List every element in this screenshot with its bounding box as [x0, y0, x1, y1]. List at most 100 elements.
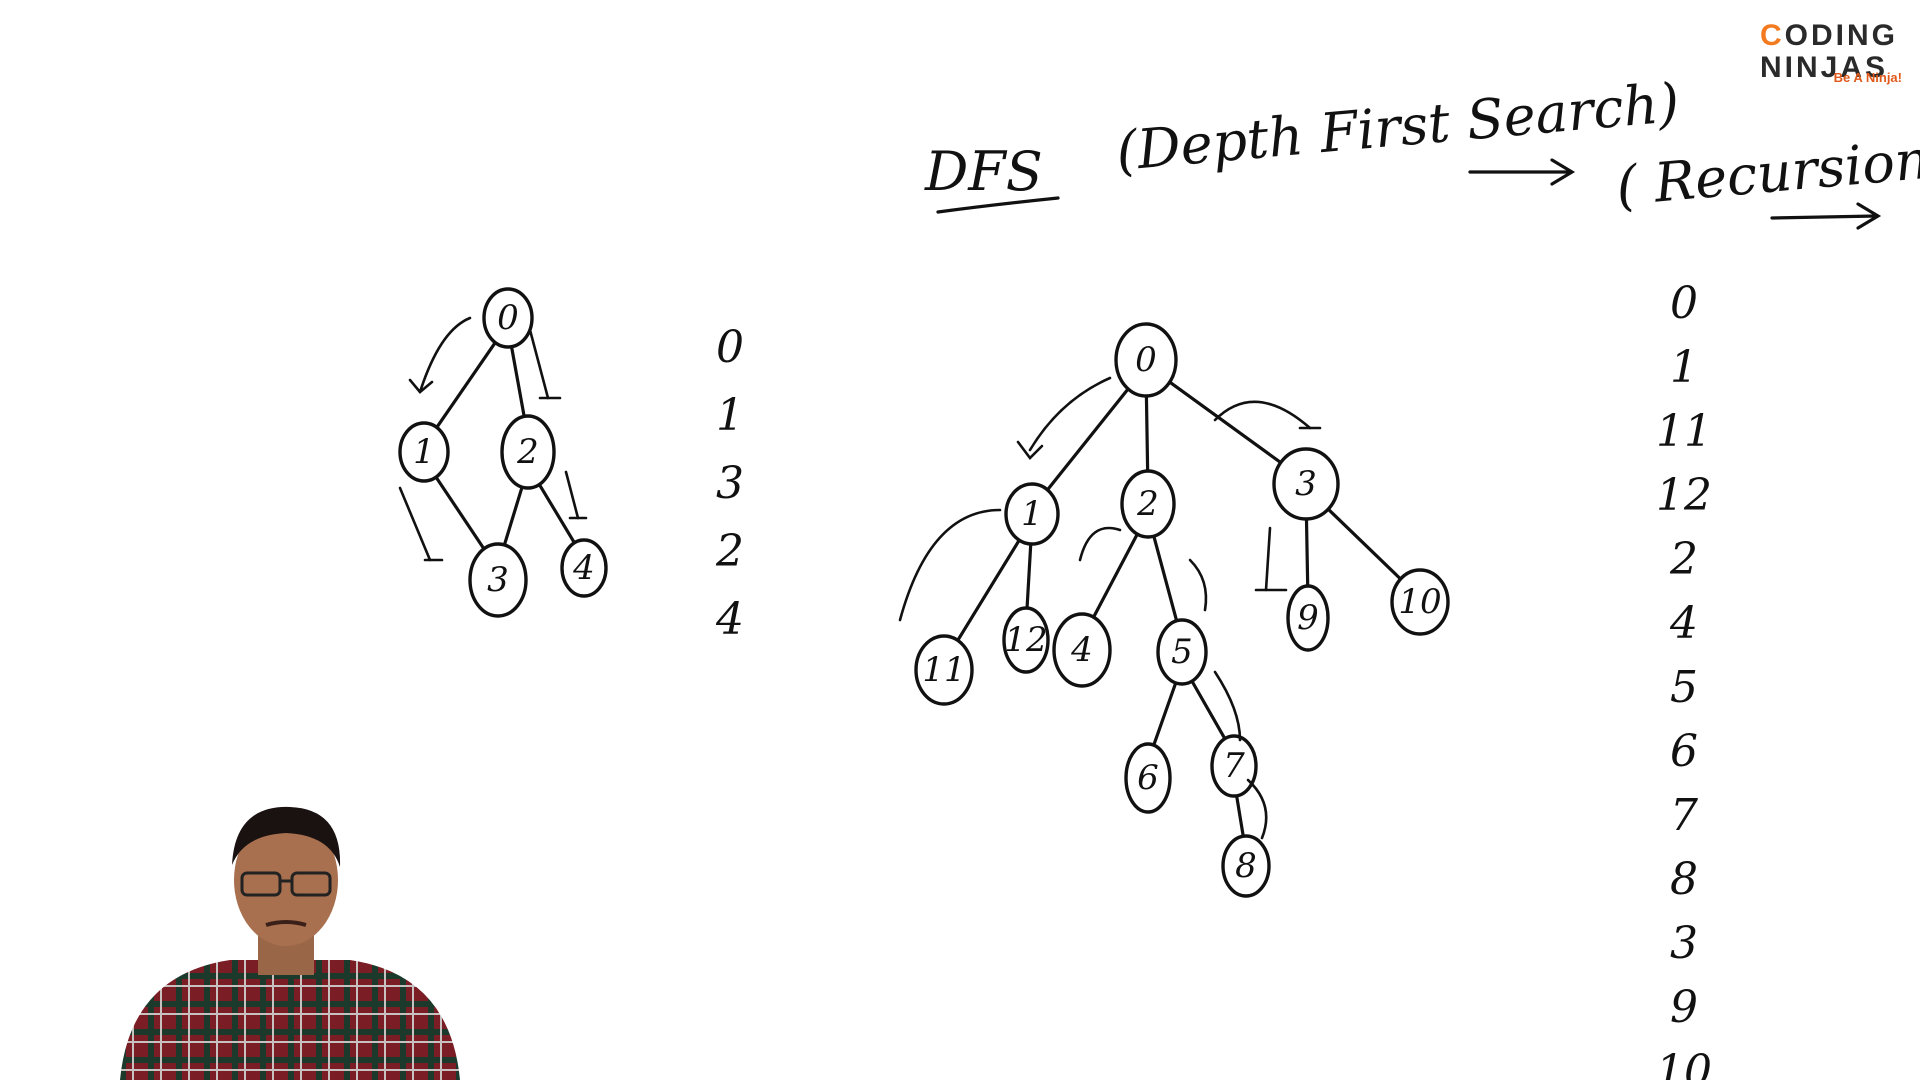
large-node-label: 9 [1297, 598, 1319, 638]
large-node-label: 4 [1070, 630, 1093, 670]
large-order-item: 0 [1670, 278, 1698, 329]
heading-recursion: ( Recursion) [1614, 126, 1920, 218]
large-node-8: 8 [1221, 834, 1271, 898]
large-order-item: 12 [1656, 470, 1712, 521]
large-node-label: 3 [1295, 464, 1317, 504]
small-edge-1-3 [434, 475, 486, 551]
large-node-label: 5 [1171, 632, 1193, 672]
presenter-video-icon [120, 806, 460, 1080]
large-order-item: 6 [1670, 726, 1698, 777]
large-node-10: 10 [1390, 568, 1450, 636]
logo-tagline: Be A Ninja! [1833, 70, 1902, 85]
large-node-label: 1 [1021, 494, 1043, 534]
large-order-item: 9 [1670, 982, 1698, 1033]
large-node-circle [1221, 834, 1271, 898]
large-node-label: 0 [1135, 340, 1157, 380]
large-edge-0-2 [1144, 394, 1150, 473]
large-node-circle [1004, 482, 1060, 546]
large-order-item: 2 [1669, 534, 1698, 585]
large-node-1: 1 [1004, 482, 1060, 546]
small-graph: 0 1 2 3 4 [398, 287, 608, 618]
large-node-11: 11 [914, 634, 974, 706]
small-order-item: 1 [716, 390, 744, 441]
large-order-item: 5 [1670, 662, 1698, 713]
large-node-label: 7 [1223, 746, 1245, 786]
large-edge-3-10 [1326, 507, 1403, 581]
small-node-4: 4 [560, 538, 608, 598]
large-node-circle [914, 634, 974, 706]
large-node-2: 2 [1120, 469, 1176, 539]
large-node-circle [1120, 469, 1176, 539]
small-graph-dfs-order: 0 1 3 2 4 [715, 322, 744, 645]
small-order-item: 3 [716, 458, 744, 509]
large-node-9: 9 [1286, 584, 1330, 652]
large-node-circle [1286, 584, 1330, 652]
large-node-circle [1210, 734, 1258, 798]
small-edge-0-1 [435, 340, 497, 430]
small-node-2: 2 [500, 414, 556, 490]
small-order-item: 2 [715, 526, 744, 577]
large-node-label: 12 [1004, 620, 1047, 660]
large-edge-2-5 [1152, 534, 1179, 623]
small-order-item: 0 [716, 322, 744, 373]
small-edge-2-3 [502, 485, 524, 547]
large-order-item: 1 [1670, 342, 1698, 393]
large-edge-1-12 [1025, 542, 1033, 610]
large-order-item: 10 [1656, 1046, 1712, 1080]
small-node-circle [500, 414, 556, 490]
large-edge-7-8 [1235, 794, 1245, 838]
traversal-trace-marks [398, 316, 1322, 840]
large-node-circle [1272, 447, 1340, 521]
logo-brand: CODING NINJAS [1760, 19, 1899, 84]
large-node-circle [1114, 322, 1178, 398]
small-node-circle [482, 287, 534, 349]
large-edge-2-4 [1091, 532, 1139, 619]
coding-ninjas-logo: CODING NINJAS Be A Ninja! [1760, 20, 1910, 90]
arrow-right-icon [1770, 202, 1882, 230]
large-node-label: 11 [922, 650, 965, 690]
arrow-right-icon [1468, 158, 1576, 186]
small-edge-0-2 [509, 345, 526, 418]
large-node-label: 6 [1137, 758, 1159, 798]
small-node-label: 3 [487, 560, 509, 600]
large-edge-0-1 [1045, 387, 1130, 492]
heading-dfs: DFS [924, 140, 1043, 203]
large-order-item: 3 [1670, 918, 1698, 969]
small-node-label: 4 [572, 548, 595, 588]
heading-full-name: (Depth First Search) [1114, 71, 1682, 183]
large-order-item: 4 [1669, 598, 1698, 649]
dfs-underline [936, 196, 1060, 214]
large-order-item: 8 [1670, 854, 1698, 905]
large-node-0: 0 [1114, 322, 1178, 398]
large-edge-1-11 [956, 538, 1021, 642]
small-node-1: 1 [398, 421, 450, 483]
small-node-label: 1 [413, 432, 435, 472]
large-node-circle [1124, 742, 1172, 814]
large-edge-5-6 [1152, 681, 1178, 747]
small-node-0: 0 [482, 287, 534, 349]
small-node-label: 0 [497, 298, 519, 338]
large-node-label: 2 [1136, 484, 1159, 524]
small-edge-2-4 [537, 482, 577, 545]
large-node-6: 6 [1124, 742, 1172, 814]
large-node-circle [1052, 612, 1112, 688]
large-order-item: 7 [1670, 790, 1698, 841]
large-node-circle [1156, 618, 1208, 686]
small-node-circle [468, 542, 528, 618]
small-node-circle [398, 421, 450, 483]
large-node-12: 12 [1002, 606, 1050, 674]
large-order-item: 11 [1656, 406, 1712, 457]
small-node-label: 2 [516, 432, 539, 472]
large-node-label: 10 [1398, 582, 1441, 622]
large-edge-0-3 [1168, 380, 1283, 465]
large-edge-3-9 [1304, 517, 1310, 588]
small-node-3: 3 [468, 542, 528, 618]
small-order-item: 4 [715, 594, 744, 645]
large-node-circle [1002, 606, 1050, 674]
large-node-3: 3 [1272, 447, 1340, 521]
large-node-5: 5 [1156, 618, 1208, 686]
large-node-4: 4 [1052, 612, 1112, 688]
